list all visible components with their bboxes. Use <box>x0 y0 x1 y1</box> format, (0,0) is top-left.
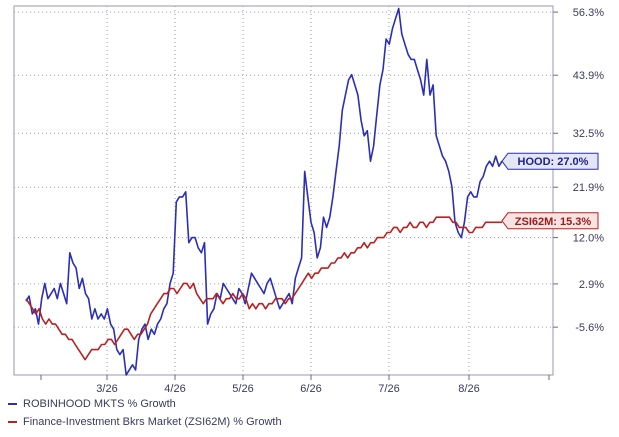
x-tick-label: 6/26 <box>300 383 321 395</box>
y-tick-label: 56.3% <box>573 7 604 19</box>
x-axis-ticks: 3/26 4/26 5/26 6/26 7/26 8/26 <box>40 375 550 395</box>
x-tick-label: 7/26 <box>378 383 399 395</box>
series-lines <box>25 7 503 376</box>
legend-swatch-zsi62m <box>8 421 17 423</box>
legend-item-hood: ROBINHOOD MKTS % Growth <box>8 398 176 410</box>
legend-item-zsi62m: Finance-Investment Bkrs Market (ZSI62M) … <box>8 416 282 428</box>
legend-label-zsi62m: Finance-Investment Bkrs Market (ZSI62M) … <box>23 416 282 428</box>
y-tick-label: 2.9% <box>579 279 604 291</box>
legend-swatch-hood <box>8 403 17 405</box>
end-label-box-hood <box>501 152 599 170</box>
x-tick-label: 3/26 <box>96 383 117 395</box>
y-axis-ticks: 56.3% 43.9% 32.5% 21.9% 12.0% 2.9% -5.6% <box>553 7 604 334</box>
x-tick-label: 5/26 <box>232 383 253 395</box>
end-label-box-zsi62m <box>501 212 599 230</box>
y-tick-label: 21.9% <box>573 182 604 194</box>
grid-lines <box>14 6 553 375</box>
y-tick-label: -5.6% <box>575 322 604 334</box>
x-tick-label: 8/26 <box>458 383 479 395</box>
y-tick-label: 32.5% <box>573 128 604 140</box>
legend-label-hood: ROBINHOOD MKTS % Growth <box>23 398 176 410</box>
end-label-zsi62m: ZSI62M: 15.3% <box>515 216 592 228</box>
end-labels: HOOD: 27.0% ZSI62M: 15.3% <box>501 152 599 230</box>
plot-frame <box>13 5 554 376</box>
x-tick-label: 4/26 <box>164 383 185 395</box>
series-line-zsi62m <box>25 216 502 361</box>
y-tick-label: 12.0% <box>573 233 604 245</box>
end-label-hood: HOOD: 27.0% <box>518 156 589 168</box>
series-line-hood <box>25 7 503 376</box>
y-tick-label: 43.9% <box>573 70 604 82</box>
